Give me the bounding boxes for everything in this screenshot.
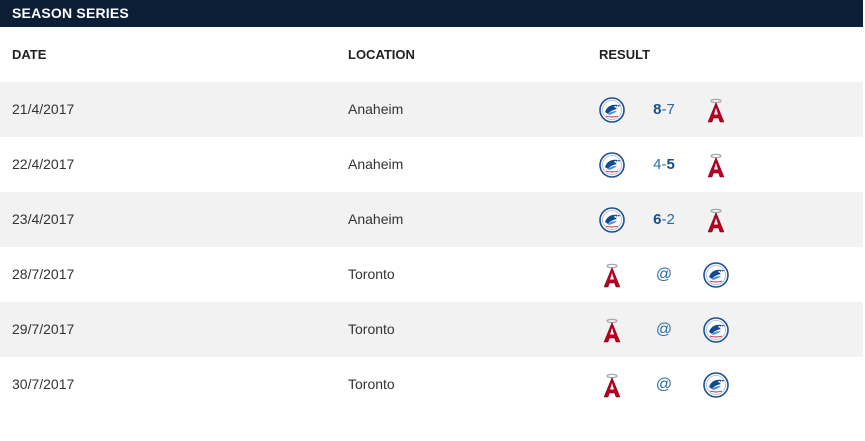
game-date: 29/7/2017 xyxy=(12,321,75,337)
game-row: 23/4/2017 Anaheim 6-2 xyxy=(0,192,863,247)
game-row: 28/7/2017 Toronto @ xyxy=(0,247,863,302)
score-left: 6 xyxy=(653,211,662,228)
angels-logo-icon[interactable] xyxy=(703,97,729,123)
game-date: 21/4/2017 xyxy=(12,101,75,117)
game-date: 30/7/2017 xyxy=(12,376,75,392)
season-series-table: 21/4/2017 Anaheim 8-7 22/4/2017 Anaheim … xyxy=(0,82,863,412)
column-header-date: DATE xyxy=(12,47,47,62)
game-location: Toronto xyxy=(348,376,395,392)
game-score[interactable]: 8-7 xyxy=(634,82,694,137)
angels-logo-icon[interactable] xyxy=(703,207,729,233)
score-left: 8 xyxy=(653,101,662,118)
game-location: Anaheim xyxy=(348,156,404,172)
section-title: SEASON SERIES xyxy=(0,0,863,27)
game-date: 28/7/2017 xyxy=(12,266,75,282)
at-symbol[interactable]: @ xyxy=(655,321,673,338)
game-location: Anaheim xyxy=(348,211,404,227)
game-location: Toronto xyxy=(348,266,395,282)
game-row: 29/7/2017 Toronto @ xyxy=(0,302,863,357)
game-row: 30/7/2017 Toronto @ xyxy=(0,357,863,412)
at-symbol[interactable]: @ xyxy=(655,376,673,393)
score-right: 2 xyxy=(666,211,675,228)
score-separator: - xyxy=(661,156,667,173)
game-date: 23/4/2017 xyxy=(12,211,75,227)
game-location: Anaheim xyxy=(348,101,404,117)
score-separator: - xyxy=(661,101,667,118)
bluejays-logo-icon[interactable] xyxy=(599,97,625,123)
score-right: 5 xyxy=(666,156,675,173)
bluejays-logo-icon[interactable] xyxy=(599,207,625,233)
bluejays-logo-icon[interactable] xyxy=(703,262,729,288)
angels-logo-icon[interactable] xyxy=(599,372,625,398)
game-score[interactable]: 4-5 xyxy=(634,137,694,192)
column-header-location: LOCATION xyxy=(348,47,415,62)
angels-logo-icon[interactable] xyxy=(599,262,625,288)
bluejays-logo-icon[interactable] xyxy=(703,317,729,343)
angels-logo-icon[interactable] xyxy=(703,152,729,178)
game-row: 22/4/2017 Anaheim 4-5 xyxy=(0,137,863,192)
bluejays-logo-icon[interactable] xyxy=(703,372,729,398)
at-symbol[interactable]: @ xyxy=(655,266,673,283)
column-header-result: RESULT xyxy=(599,47,651,62)
score-right: 7 xyxy=(666,101,675,118)
score-separator: - xyxy=(661,211,667,228)
game-location: Toronto xyxy=(348,321,395,337)
angels-logo-icon[interactable] xyxy=(599,317,625,343)
game-row: 21/4/2017 Anaheim 8-7 xyxy=(0,82,863,137)
game-date: 22/4/2017 xyxy=(12,156,75,172)
column-headers: DATE LOCATION RESULT xyxy=(0,27,863,82)
game-score[interactable]: 6-2 xyxy=(634,192,694,247)
bluejays-logo-icon[interactable] xyxy=(599,152,625,178)
score-left: 4 xyxy=(653,156,662,173)
